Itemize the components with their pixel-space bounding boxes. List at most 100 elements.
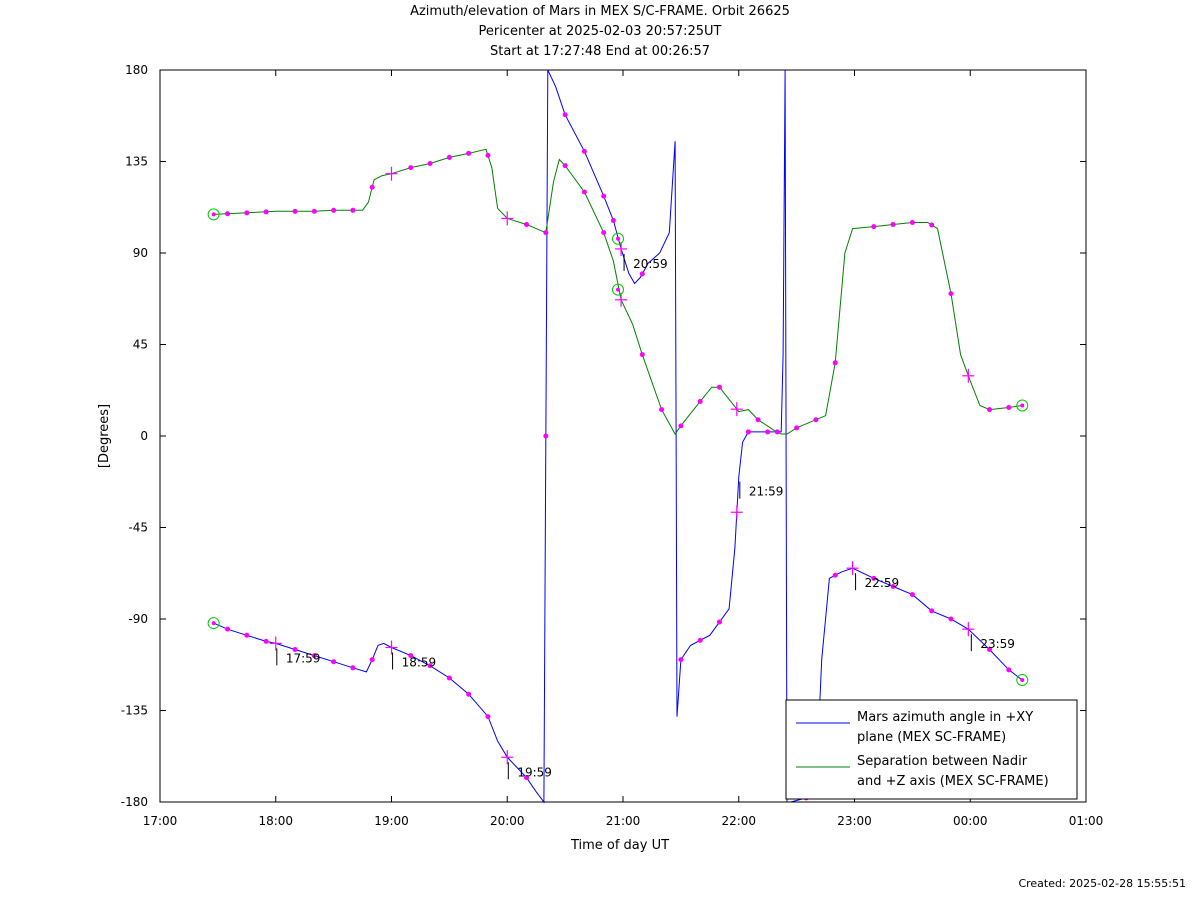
data-point-separation	[311, 208, 317, 214]
x-axis-label: Time of day UT	[570, 838, 669, 853]
data-point-azimuth	[745, 429, 751, 435]
legend-label-azimuth-1: Mars azimuth angle in +XY	[857, 710, 1033, 725]
data-point-separation	[813, 417, 819, 423]
y-tick-label: 180	[125, 63, 148, 77]
data-point-azimuth	[678, 657, 684, 663]
event-circle	[207, 617, 220, 630]
hour-label: 20:59	[633, 257, 668, 271]
data-point-azimuth	[909, 592, 915, 598]
x-tick-label: 20:00	[490, 814, 525, 828]
data-point-separation	[1006, 405, 1012, 411]
data-point-azimuth	[601, 193, 607, 199]
data-point-azimuth	[331, 659, 337, 665]
plot-frame	[159, 69, 1087, 803]
data-point-azimuth	[929, 608, 935, 614]
data-point-separation	[244, 210, 250, 216]
series-line-azimuth	[213, 69, 1023, 804]
data-point-azimuth	[1006, 667, 1012, 673]
y-tick-label: 0	[140, 429, 148, 443]
data-point-separation	[987, 407, 993, 413]
y-tick-label: -90	[128, 612, 148, 626]
event-circle	[1016, 399, 1029, 412]
data-point-azimuth	[543, 433, 549, 439]
data-point-separation	[350, 207, 356, 213]
event-circle-dot	[211, 212, 216, 217]
hour-label: 19:59	[517, 765, 552, 779]
data-point-separation	[466, 150, 472, 156]
data-point-separation	[948, 291, 954, 297]
data-point-azimuth	[244, 632, 250, 638]
y-tick-label: -180	[121, 795, 148, 809]
data-point-separation	[369, 184, 375, 190]
y-tick-label: 90	[133, 246, 148, 260]
hour-label: 18:59	[402, 655, 437, 669]
data-point-separation	[755, 417, 761, 423]
data-point-separation	[909, 220, 915, 225]
data-point-azimuth	[292, 647, 298, 652]
data-point-azimuth	[832, 572, 838, 578]
x-tick-label: 22:00	[721, 814, 756, 828]
data-point-azimuth	[948, 616, 954, 622]
x-tick-label: 01:00	[1069, 814, 1104, 828]
data-point-azimuth	[716, 619, 722, 625]
x-tick-label: 21:00	[606, 814, 641, 828]
event-circle	[612, 283, 625, 296]
x-tick-label: 19:00	[374, 814, 409, 828]
data-point-azimuth	[562, 112, 568, 118]
data-point-azimuth	[524, 775, 530, 781]
legend-label-separation-1: Separation between Nadir	[857, 754, 1028, 769]
data-point-separation	[427, 161, 433, 167]
y-tick-label: 135	[125, 155, 148, 169]
data-point-separation	[716, 384, 722, 390]
chart-subtitle-start-end: Start at 17:27:48 End at 00:26:57	[489, 44, 711, 59]
event-circle-dot	[1020, 403, 1025, 408]
data-point-separation	[446, 154, 452, 160]
data-point-azimuth	[369, 657, 375, 663]
data-point-azimuth	[311, 653, 317, 659]
data-point-azimuth	[408, 653, 414, 659]
hour-label: 21:59	[749, 485, 784, 499]
data-point-separation	[225, 211, 231, 217]
legend-label-separation-2: and +Z axis (MEX SC-FRAME)	[857, 774, 1049, 789]
event-circle-dot	[616, 287, 621, 292]
x-tick-label: 23:00	[837, 814, 872, 828]
legend-box	[785, 699, 1078, 800]
event-circle	[207, 208, 220, 221]
data-point-azimuth	[350, 665, 356, 671]
data-point-azimuth	[446, 675, 452, 681]
axis-ticks: 17:00 18:00 19:00 20:00 21:00 22:00 23:00 00:00…	[121, 63, 1104, 828]
data-point-separation	[639, 352, 645, 358]
data-point-azimuth	[581, 148, 587, 154]
data-point-azimuth	[987, 647, 993, 652]
x-tick-label: 17:00	[143, 814, 178, 828]
x-tick-label: 00:00	[953, 814, 988, 828]
created-timestamp: Created: 2025-02-28 15:55:51	[1018, 877, 1186, 890]
data-point-separation	[678, 423, 684, 429]
y-tick-label: 45	[133, 338, 148, 352]
data-point-azimuth	[697, 637, 703, 643]
data-point-separation	[331, 207, 337, 213]
chart-title: Azimuth/elevation of Mars in MEX S/C-FRA…	[410, 4, 790, 19]
data-point-azimuth	[485, 714, 491, 720]
data-point-separation	[774, 429, 780, 435]
data-point-separation	[562, 163, 568, 169]
data-point-separation	[890, 222, 896, 228]
data-point-separation	[543, 230, 549, 236]
data-point-azimuth	[225, 626, 231, 632]
series-line-separation	[213, 148, 1023, 435]
data-point-separation	[659, 407, 665, 413]
y-tick-label: -45	[128, 521, 148, 535]
event-circle-dot	[211, 621, 216, 626]
plot-axes	[159, 69, 1087, 803]
data-point-separation	[871, 224, 877, 230]
event-circle	[1016, 674, 1029, 686]
data-point-separation	[601, 230, 607, 236]
data-point-azimuth	[466, 691, 472, 697]
data-point-separation	[263, 209, 269, 215]
event-circle-dot	[1020, 678, 1025, 682]
data-point-azimuth	[765, 429, 771, 435]
data-point-azimuth	[263, 638, 269, 644]
event-circle-dot	[616, 236, 621, 241]
data-point-separation	[832, 360, 838, 366]
data-point-azimuth	[610, 217, 616, 223]
